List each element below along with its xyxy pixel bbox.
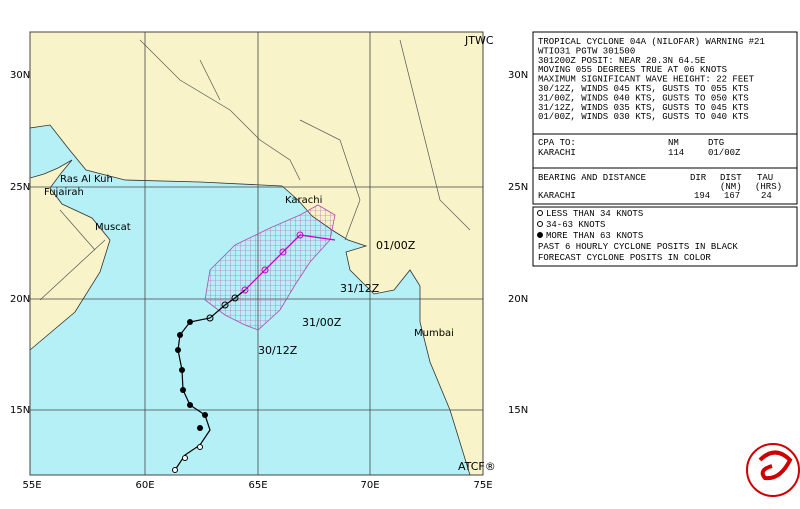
legend-item: PAST 6 HOURLY CYCLONE POSITS IN BLACK [538,242,738,252]
lat-label: 30N [508,70,528,81]
info-line: MAXIMUM SIGNIFICANT WAVE HEIGHT: 22 FEET [538,75,755,85]
weak-point [197,444,203,450]
legend-item: 34-63 KNOTS [546,220,605,230]
info-line: 301200Z POSIT: NEAR 20.3N 64.5E [538,56,705,66]
legend-symbol [537,221,543,227]
info-line: 31/12Z, WINDS 035 KTS, GUSTS TO 045 KTS [538,103,749,113]
hurricane-point [187,402,193,408]
hurricane-point [202,412,208,418]
lon-label: 65E [248,480,267,491]
info-line: 30/12Z, WINDS 045 KTS, GUSTS TO 055 KTS [538,84,749,94]
legend-box [532,206,798,267]
forecast-track [244,234,336,291]
credit: JTWC [464,34,494,47]
forecast-point [261,266,269,274]
track-label: 30/12Z [258,344,298,357]
cpa-cell: 01/00Z [708,148,741,158]
logo [746,443,800,497]
storm-point [206,314,214,322]
place-label: Ras Al Kuh [60,174,113,185]
lat-label: 15N [10,405,30,416]
hurricane-point [179,367,185,373]
info-line: 31/00Z, WINDS 040 KTS, GUSTS TO 050 KTS [538,93,749,103]
borders [39,39,471,301]
credit: ATCF® [458,460,496,473]
hurricane-point [197,425,203,431]
forecast-point [241,286,249,294]
bearing-header: BEARING AND DISTANCE [538,173,646,183]
bearing-cell: KARACHI [538,191,576,201]
bearing-cell: 167 [724,191,740,201]
hurricane-point [187,319,193,325]
hurricane-point [177,332,183,338]
bearing-cell: 194 [694,191,710,201]
bearing-header: DIR [690,173,707,183]
lon-label: 60E [135,480,154,491]
track-label: 01/00Z [376,239,416,252]
map-frame [29,31,484,476]
track-label: 31/00Z [302,316,342,329]
lat-label: 20N [508,294,528,305]
bearing-unit: (NM) [720,182,742,192]
legend-item: FORECAST CYCLONE POSITS IN COLOR [538,253,711,263]
lat-label: 30N [10,70,30,81]
legend-item: LESS THAN 34 KNOTS [546,209,643,219]
legend-symbol [537,232,543,238]
lon-label: 75E [473,480,492,491]
legend-item: MORE THAN 63 KNOTS [546,231,643,241]
place-label: Mumbai [414,328,454,339]
track-points [172,231,304,473]
lat-label: 25N [508,182,528,193]
bearing-cell: 24 [761,191,772,201]
info-line: WTIO31 PGTW 301500 [538,46,635,56]
lat-label: 25N [10,182,30,193]
storm-point [221,301,229,309]
lon-label: 55E [22,480,41,491]
lat-label: 20N [10,294,30,305]
hurricane-point [180,387,186,393]
cpa-header: NM [668,138,679,148]
weak-point [172,467,178,473]
hurricane-point [175,347,181,353]
track-label: 31/12Z [340,282,380,295]
bearing-unit: (HRS) [755,182,782,192]
bearing-header: TAU [757,173,773,183]
cpa-header: CPA TO: [538,138,576,148]
lon-label: 70E [360,480,379,491]
info-line: MOVING 055 DEGREES TRUE AT 06 KNOTS [538,65,727,75]
lat-label: 15N [508,405,528,416]
info-line: 01/00Z, WINDS 030 KTS, GUSTS TO 040 KTS [538,112,749,122]
place-label: Fujairah [44,187,84,198]
cpa-cell: KARACHI [538,148,576,158]
forecast-point [279,248,287,256]
storm-point [231,294,239,302]
info-box [532,31,798,205]
cpa-header: DTG [708,138,724,148]
cpa-cell: 114 [668,148,684,158]
bearing-header: DIST [720,173,742,183]
legend-symbol [537,210,543,216]
forecast-point [296,231,304,239]
weak-point [182,455,188,461]
info-line: TROPICAL CYCLONE 04A (NILOFAR) WARNING #… [538,37,765,47]
place-label: Karachi [285,195,322,206]
place-label: Muscat [95,222,131,233]
